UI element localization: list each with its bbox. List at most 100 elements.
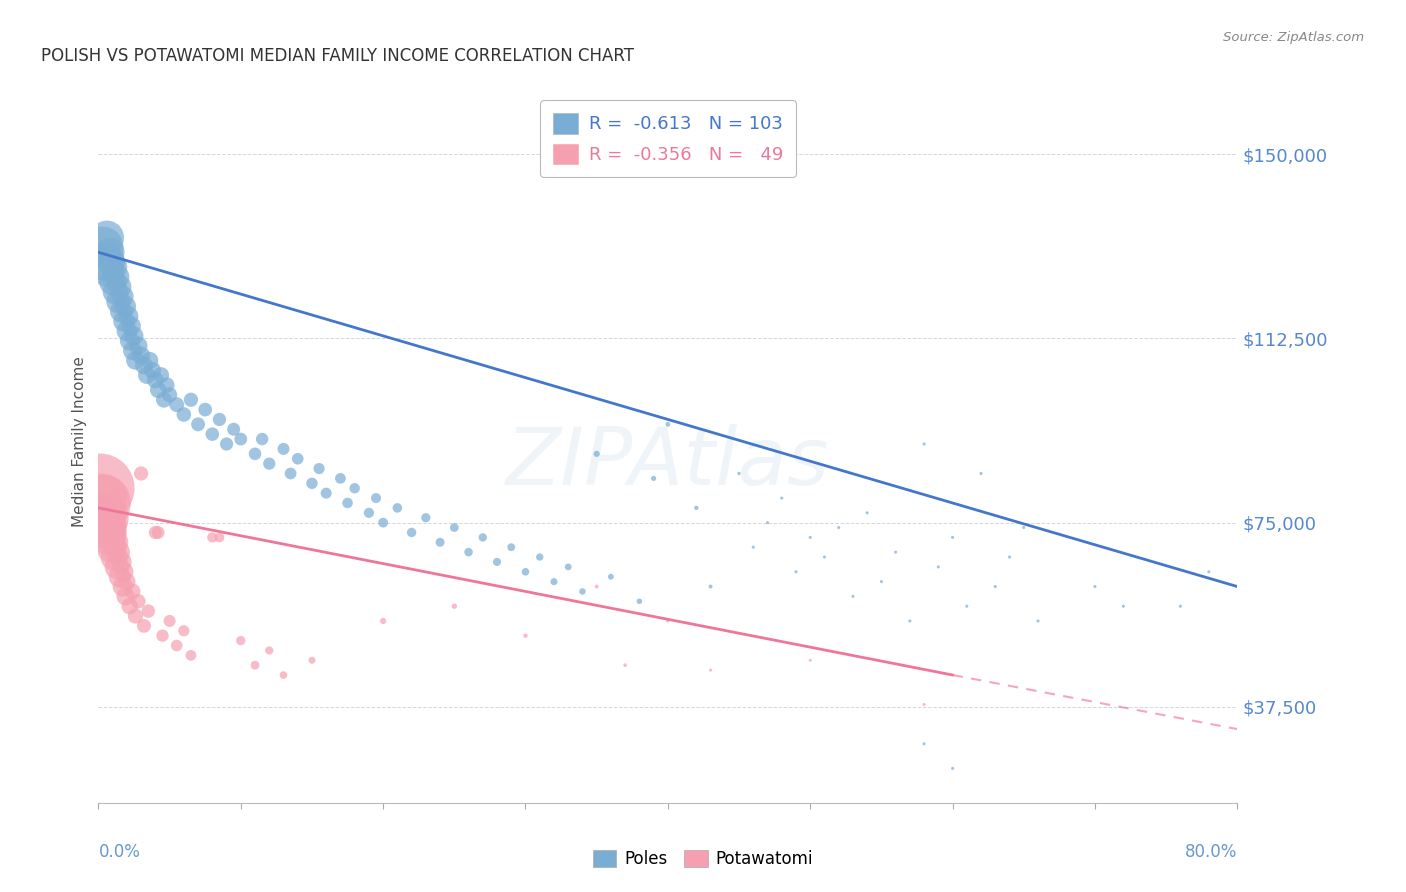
Point	[628, 594, 651, 608]
Point	[194, 402, 217, 417]
Point	[728, 467, 751, 481]
Point	[956, 599, 979, 614]
Point	[280, 467, 302, 481]
Point	[443, 599, 465, 614]
Point	[145, 373, 167, 387]
Point	[201, 427, 224, 442]
Point	[100, 255, 122, 269]
Point	[813, 549, 835, 564]
Point	[114, 590, 136, 604]
Point	[97, 530, 120, 544]
Point	[273, 442, 295, 456]
Point	[112, 314, 135, 328]
Point	[136, 604, 159, 618]
Point	[90, 496, 112, 510]
Point	[1084, 580, 1107, 594]
Point	[912, 737, 935, 751]
Point	[96, 506, 118, 520]
Text: ZIPAtlas: ZIPAtlas	[506, 425, 830, 502]
Point	[250, 432, 273, 446]
Point	[97, 265, 120, 279]
Point	[699, 580, 721, 594]
Point	[104, 285, 127, 299]
Text: 80.0%: 80.0%	[1185, 843, 1237, 861]
Point	[107, 545, 129, 559]
Point	[201, 530, 224, 544]
Point	[856, 506, 879, 520]
Point	[89, 481, 111, 495]
Point	[259, 457, 281, 471]
Point	[135, 368, 157, 383]
Point	[100, 540, 122, 554]
Legend: Poles, Potawatomi: Poles, Potawatomi	[586, 843, 820, 875]
Point	[141, 363, 163, 377]
Point	[884, 545, 907, 559]
Point	[942, 761, 965, 775]
Point	[94, 255, 117, 269]
Point	[166, 398, 188, 412]
Point	[243, 447, 266, 461]
Point	[301, 476, 323, 491]
Point	[373, 614, 395, 628]
Point	[91, 240, 114, 254]
Point	[148, 383, 170, 397]
Point	[121, 343, 143, 358]
Point	[329, 471, 352, 485]
Point	[614, 658, 637, 673]
Point	[215, 437, 238, 451]
Point	[132, 359, 155, 373]
Point	[685, 500, 707, 515]
Point	[343, 481, 366, 495]
Point	[401, 525, 423, 540]
Point	[1012, 520, 1035, 534]
Point	[166, 639, 188, 653]
Point	[471, 530, 494, 544]
Point	[105, 560, 128, 574]
Point	[842, 590, 865, 604]
Point	[799, 530, 821, 544]
Point	[912, 698, 935, 712]
Point	[998, 549, 1021, 564]
Point	[273, 668, 295, 682]
Text: Source: ZipAtlas.com: Source: ZipAtlas.com	[1223, 31, 1364, 45]
Point	[145, 525, 167, 540]
Point	[152, 629, 174, 643]
Point	[118, 334, 141, 348]
Point	[117, 309, 139, 323]
Point	[98, 245, 121, 260]
Point	[132, 619, 155, 633]
Point	[357, 506, 380, 520]
Point	[515, 629, 537, 643]
Point	[287, 451, 309, 466]
Point	[124, 353, 146, 368]
Point	[153, 392, 176, 407]
Text: POLISH VS POTAWATOMI MEDIAN FAMILY INCOME CORRELATION CHART: POLISH VS POTAWATOMI MEDIAN FAMILY INCOM…	[42, 47, 634, 65]
Point	[756, 516, 779, 530]
Point	[101, 525, 124, 540]
Point	[110, 304, 132, 318]
Point	[115, 574, 138, 589]
Point	[301, 653, 323, 667]
Point	[443, 520, 465, 534]
Point	[114, 299, 136, 313]
Point	[103, 260, 125, 274]
Point	[96, 230, 118, 244]
Point	[129, 467, 152, 481]
Legend: R =  -0.613   N = 103, R =  -0.356   N =   49: R = -0.613 N = 103, R = -0.356 N = 49	[540, 100, 796, 178]
Point	[124, 609, 146, 624]
Point	[129, 349, 152, 363]
Point	[643, 471, 665, 485]
Point	[927, 560, 949, 574]
Point	[742, 540, 765, 554]
Point	[308, 461, 330, 475]
Point	[101, 275, 124, 289]
Point	[898, 614, 921, 628]
Point	[429, 535, 451, 549]
Point	[93, 491, 115, 505]
Point	[1026, 614, 1049, 628]
Point	[187, 417, 209, 432]
Point	[121, 584, 143, 599]
Point	[785, 565, 807, 579]
Point	[229, 432, 252, 446]
Point	[148, 525, 170, 540]
